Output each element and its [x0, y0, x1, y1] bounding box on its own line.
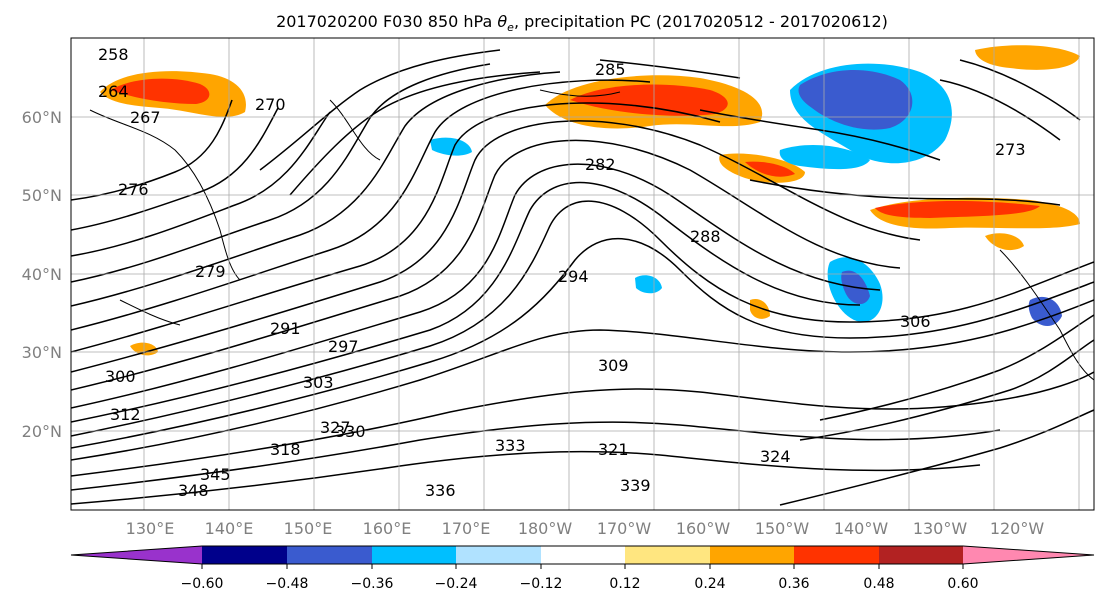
- contour-label: 336: [425, 481, 456, 500]
- chart-title: 2017020200 F030 850 hPa θe, precipitatio…: [276, 12, 888, 34]
- colorbar-tick-label: 0.36: [778, 576, 809, 592]
- latitude-labels: 20°N 30°N 40°N 50°N 60°N: [22, 108, 62, 441]
- contour-label: 327: [320, 418, 351, 437]
- precip-area-negative: [430, 137, 472, 156]
- precip-area-negative: [779, 145, 870, 170]
- map-panel: 258 264 267 270 273 276 279 282 285 288 …: [70, 37, 1095, 511]
- colorbar-ticks: [201, 564, 964, 569]
- contour-label: 297: [328, 337, 359, 356]
- precip-area-negative: [635, 275, 662, 294]
- lat-label-30n: 30°N: [22, 343, 62, 362]
- lon-label-140e: 140°E: [205, 519, 254, 538]
- contour-label: 309: [598, 356, 629, 375]
- colorbar-segment: [202, 546, 287, 564]
- contour-label: 324: [760, 447, 791, 466]
- contour-label: 321: [598, 440, 629, 459]
- lat-label-60n: 60°N: [22, 108, 62, 127]
- lat-label-40n: 40°N: [22, 265, 62, 284]
- colorbar-tick-label: −0.12: [520, 576, 563, 592]
- precip-area-strong: [745, 161, 795, 177]
- contour-label: 348: [178, 481, 209, 500]
- contour-label: 264: [98, 82, 129, 101]
- precip-area-strong: [110, 78, 210, 104]
- contour-label: 318: [270, 440, 301, 459]
- precip-area-strong: [875, 201, 1040, 218]
- precip-area-positive: [985, 233, 1024, 251]
- coastlines: [89, 89, 1094, 381]
- colorbar-segment: [625, 546, 710, 564]
- precip-area-positive: [750, 298, 770, 319]
- colorbar-extend-min: [71, 546, 202, 564]
- colorbar-tick-label: 0.24: [694, 576, 725, 592]
- lat-label-20n: 20°N: [22, 422, 62, 441]
- contour-label: 279: [195, 262, 226, 281]
- lon-label-140w: 140°W: [834, 519, 889, 538]
- contour-label: 330: [335, 422, 366, 441]
- lon-label-160w: 160°W: [676, 519, 731, 538]
- contour-label: 312: [110, 405, 141, 424]
- contour-label: 300: [105, 367, 136, 386]
- contour-label: 276: [118, 180, 149, 199]
- lon-label-160e: 160°E: [363, 519, 412, 538]
- contour-label: 303: [303, 373, 334, 392]
- longitude-labels: 130°E 140°E 150°E 160°E 170°E 180°W 170°…: [126, 519, 1045, 538]
- precip-area-negative-strong: [798, 70, 913, 130]
- contour-label: 339: [620, 476, 651, 495]
- lon-label-130e: 130°E: [126, 519, 175, 538]
- contour-label: 267: [130, 108, 161, 127]
- lon-label-130w: 130°W: [913, 519, 968, 538]
- theta-e-contours: [71, 49, 1094, 506]
- colorbar: −0.60 −0.48 −0.36 −0.24 −0.12 0.12 0.24 …: [70, 545, 1095, 592]
- contour-label: 273: [995, 140, 1026, 159]
- contour-label: 282: [585, 155, 616, 174]
- precip-area-positive: [975, 45, 1080, 70]
- precip-area-negative: [1028, 296, 1062, 326]
- precip-shading: [100, 45, 1080, 356]
- contour-label: 345: [200, 465, 231, 484]
- colorbar-segment: [879, 546, 963, 564]
- colorbar-segment: [794, 546, 879, 564]
- lon-label-170w: 170°W: [597, 519, 652, 538]
- contour-label: 288: [690, 227, 721, 246]
- lon-label-180w: 180°W: [518, 519, 573, 538]
- contour-labels: 258 264 267 270 273 276 279 282 285 288 …: [98, 45, 1026, 500]
- colorbar-tick-labels: −0.60 −0.48 −0.36 −0.24 −0.12 0.12 0.24 …: [181, 576, 979, 592]
- lon-label-150e: 150°E: [284, 519, 333, 538]
- graticule: [71, 38, 1094, 510]
- colorbar-segment: [287, 546, 372, 564]
- colorbar-segment: [541, 546, 625, 564]
- lat-label-50n: 50°N: [22, 186, 62, 205]
- colorbar-tick-label: −0.36: [351, 576, 394, 592]
- lon-label-120w: 120°W: [990, 519, 1045, 538]
- precip-area-strong: [570, 84, 728, 116]
- colorbar-segment: [456, 546, 541, 564]
- contour-label: 270: [255, 95, 286, 114]
- colorbar-tick-label: 0.12: [609, 576, 640, 592]
- contour-label: 285: [595, 60, 626, 79]
- map-frame: [70, 37, 1095, 511]
- colorbar-tick-label: 0.60: [947, 576, 978, 592]
- contour-label: 306: [900, 312, 931, 331]
- contour-label: 258: [98, 45, 129, 64]
- colorbar-extend-max: [963, 546, 1094, 564]
- colorbar-tick-label: 0.48: [863, 576, 894, 592]
- contour-label: 294: [558, 267, 589, 286]
- contour-label: 333: [495, 436, 526, 455]
- colorbar-tick-label: −0.60: [181, 576, 224, 592]
- colorbar-segment: [372, 546, 456, 564]
- lon-label-150w: 150°W: [755, 519, 810, 538]
- colorbar-segment: [710, 546, 794, 564]
- colorbar-tick-label: −0.24: [435, 576, 478, 592]
- lon-label-170e: 170°E: [442, 519, 491, 538]
- contour-label: 291: [270, 319, 301, 338]
- colorbar-tick-label: −0.48: [266, 576, 309, 592]
